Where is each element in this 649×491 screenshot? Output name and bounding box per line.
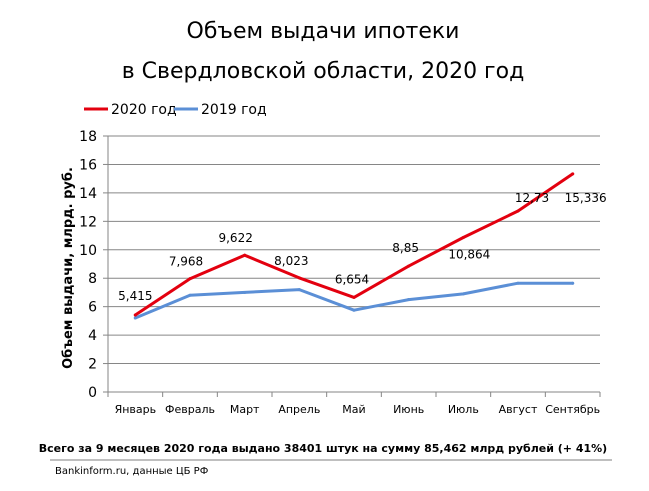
x-tick-label: Сентябрь xyxy=(545,403,600,416)
y-tick-label: 6 xyxy=(88,300,97,316)
y-tick-label: 10 xyxy=(79,243,97,259)
data-label: 5,415 xyxy=(118,289,152,303)
data-point xyxy=(461,292,465,296)
x-tick-label: Апрель xyxy=(278,403,320,416)
y-tick-label: 12 xyxy=(79,214,97,230)
x-tick-label: Февраль xyxy=(165,403,215,416)
y-tick-label: 16 xyxy=(79,157,97,173)
data-point xyxy=(461,235,465,239)
data-point xyxy=(352,295,356,299)
x-tick-label: Июль xyxy=(448,403,479,416)
data-point xyxy=(133,313,137,317)
legend-label: 2020 год xyxy=(111,102,177,118)
series xyxy=(133,172,575,320)
data-point xyxy=(188,293,192,297)
x-tick-label: Май xyxy=(342,403,365,416)
y-tick-label: 18 xyxy=(79,129,97,145)
data-point xyxy=(407,264,411,268)
data-point xyxy=(571,281,575,285)
x-tick-label: Март xyxy=(230,403,260,416)
x-axis-ticks: Январь Февраль Март Апрель Май Июнь Июль Август… xyxy=(107,392,601,416)
data-label: 10,864 xyxy=(448,247,490,261)
chart-title-line: в Свердловской области, 2020 год xyxy=(122,59,525,84)
data-point xyxy=(407,298,411,302)
footer-source: Bankinform.ru, данные ЦБ РФ xyxy=(55,466,209,477)
x-tick-label: Июнь xyxy=(393,403,424,416)
data-point xyxy=(297,276,301,280)
y-tick-label: 14 xyxy=(79,186,97,202)
x-tick-label: Август xyxy=(499,403,538,416)
data-label: 9,622 xyxy=(218,231,252,245)
legend-label: 2019 год xyxy=(201,102,267,118)
chart-title-line: Объем выдачи ипотеки xyxy=(187,19,460,44)
y-tick-label: 8 xyxy=(88,271,97,287)
data-point xyxy=(133,316,137,320)
data-point xyxy=(352,308,356,312)
series-line-2019 xyxy=(133,281,575,320)
y-axis-ticks: 0 2 4 6 8 10 12 14 16 18 xyxy=(79,129,97,401)
data-label: 12,73 xyxy=(515,191,549,205)
data-point xyxy=(571,172,575,176)
data-labels: 5,415 7,968 9,622 8,023 6,654 8,85 10,864 12,73… xyxy=(118,191,607,303)
data-label: 8,023 xyxy=(274,254,308,268)
data-point xyxy=(516,209,520,213)
data-point xyxy=(297,288,301,292)
y-tick-label: 2 xyxy=(88,357,97,373)
x-tick-label: Январь xyxy=(115,403,157,416)
footer-summary: Всего за 9 месяцев 2020 года выдано 3840… xyxy=(39,442,607,455)
chart-title: Объем выдачи ипотеки в Свердловской облас… xyxy=(122,19,525,84)
legend: 2020 год 2019 год xyxy=(84,102,267,118)
data-point xyxy=(243,253,247,257)
data-point xyxy=(188,277,192,281)
data-point xyxy=(516,281,520,285)
y-tick-label: 0 xyxy=(88,385,97,401)
y-tick-label: 4 xyxy=(88,328,97,344)
data-label: 15,336 xyxy=(565,191,607,205)
data-point xyxy=(243,290,247,294)
data-label: 6,654 xyxy=(335,272,369,286)
data-label: 8,85 xyxy=(392,241,419,255)
y-axis-label: Объем выдачи, млрд. руб. xyxy=(61,167,76,369)
data-label: 7,968 xyxy=(169,255,203,269)
